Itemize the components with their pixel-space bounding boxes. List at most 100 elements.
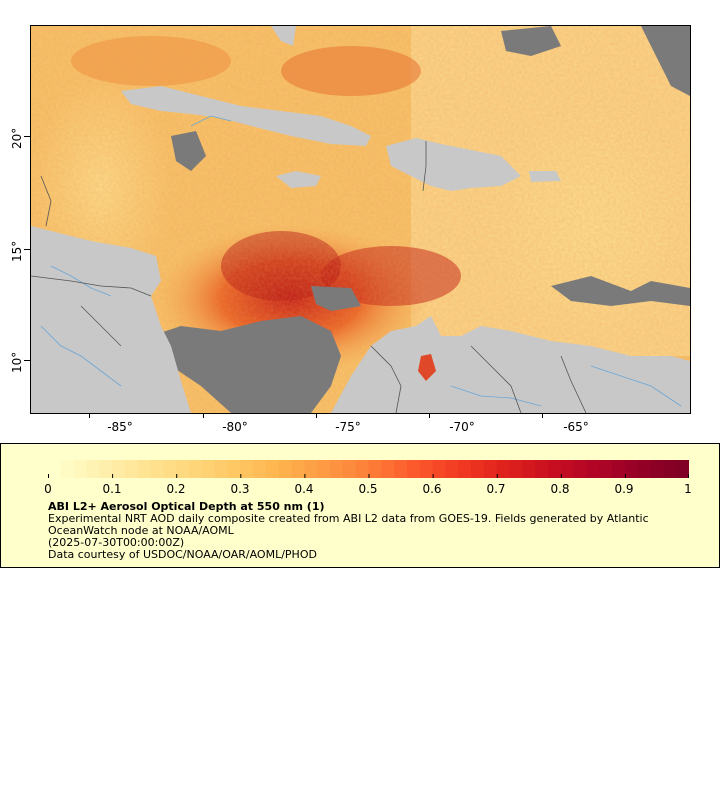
lon-label-65: -65°	[563, 420, 589, 434]
colorbar-label: 0.2	[166, 482, 186, 496]
colorbar-swatch	[432, 460, 447, 478]
land-florida	[271, 26, 296, 46]
lon-label-85: -85°	[107, 420, 133, 434]
colorbar-label: 0.8	[550, 482, 570, 496]
colorbar-label: 1	[684, 482, 692, 496]
colorbar-swatch	[637, 460, 652, 478]
lon-tick	[89, 413, 90, 418]
colorbar-swatch	[496, 460, 511, 478]
missing-data-area	[551, 276, 690, 306]
colorbar-swatch	[253, 460, 267, 478]
land-hispaniola	[386, 138, 521, 191]
colorbar-label: 0	[44, 482, 52, 496]
colorbar-swatch	[342, 460, 357, 478]
colorbar-swatch	[650, 460, 664, 478]
colorbar-swatch	[381, 460, 395, 478]
colorbar-swatch	[483, 460, 498, 478]
lon-label-80: -80°	[222, 420, 248, 434]
land-lake-maracaibo	[418, 354, 436, 381]
colorbar-swatch	[676, 460, 689, 478]
lat-label-10: 10°	[10, 351, 24, 373]
colorbar-swatch	[522, 460, 536, 478]
colorbar-swatch	[560, 460, 575, 478]
colorbar-swatch	[240, 460, 254, 478]
missing-data-area	[641, 26, 690, 96]
rivers	[40, 115, 682, 407]
colorbar-swatch	[124, 460, 139, 478]
colorbar-label: 0.6	[422, 482, 442, 496]
colorbar-swatch	[317, 460, 331, 478]
colorbar-swatch	[509, 460, 523, 478]
lat-tick	[24, 360, 30, 361]
lon-tick	[203, 413, 204, 418]
colorbar-swatch	[663, 460, 677, 478]
map-panel	[30, 25, 691, 414]
lat-label-15: 15°	[10, 240, 24, 262]
colorbar-swatch	[48, 460, 62, 478]
colorbar-swatch	[419, 460, 434, 478]
colorbar-swatch	[547, 460, 562, 478]
land-yucatan-central-america	[31, 226, 191, 413]
colorbar-swatch	[214, 460, 229, 478]
colorbar-swatch	[176, 460, 190, 478]
legend-title: ABI L2+ Aerosol Optical Depth at 550 nm …	[48, 500, 325, 513]
colorbar-swatch	[406, 460, 421, 478]
colorbar-swatch	[445, 460, 459, 478]
colorbar-swatch	[624, 460, 639, 478]
legend-text: ABI L2+ Aerosol Optical Depth at 550 nm …	[48, 501, 688, 561]
colorbar	[48, 460, 689, 478]
colorbar-swatch	[573, 460, 588, 478]
legend-panel: 0 0.1 0.2 0.3 0.4 0.5 0.6 0.7 0.8 0.9 1 …	[0, 443, 720, 568]
colorbar-swatch	[304, 460, 318, 478]
land-cuba	[121, 86, 371, 146]
colorbar-swatch	[227, 460, 241, 478]
borders	[31, 141, 587, 413]
colorbar-swatch	[458, 460, 472, 478]
lon-label-70: -70°	[449, 420, 475, 434]
land-puerto-rico	[529, 171, 561, 182]
colorbar-swatch	[599, 460, 613, 478]
colorbar-swatch	[291, 460, 305, 478]
missing-data-area	[311, 286, 361, 311]
lat-tick	[24, 136, 30, 137]
colorbar-swatch	[278, 460, 293, 478]
legend-description: Experimental NRT AOD daily composite cre…	[48, 512, 649, 537]
colorbar-swatch	[394, 460, 408, 478]
lat-label-20: 20°	[10, 127, 24, 149]
colorbar-swatch	[471, 460, 485, 478]
missing-data-area	[171, 131, 206, 171]
colorbar-swatch	[163, 460, 177, 478]
legend-date: (2025-07-30T00:00:00Z)	[48, 536, 185, 549]
colorbar-swatch	[586, 460, 600, 478]
colorbar-label: 0.4	[294, 482, 314, 496]
colorbar-label: 0.7	[486, 482, 506, 496]
missing-data-area	[501, 26, 561, 56]
colorbar-swatch	[99, 460, 113, 478]
lon-tick	[316, 413, 317, 418]
colorbar-swatch	[150, 460, 164, 478]
colorbar-label: 0.9	[614, 482, 634, 496]
colorbar-swatch	[60, 460, 75, 478]
colorbar-swatch	[86, 460, 100, 478]
lat-tick	[24, 249, 30, 250]
colorbar-label: 0.1	[102, 482, 122, 496]
missing-data-area	[151, 316, 341, 413]
lon-tick	[429, 413, 430, 418]
colorbar-swatch	[265, 460, 280, 478]
lon-tick	[542, 413, 543, 418]
colorbar-swatch	[535, 460, 549, 478]
colorbar-swatch	[612, 460, 626, 478]
colorbar-swatch	[189, 460, 203, 478]
colorbar-swatch	[330, 460, 344, 478]
legend-credit: Data courtesy of USDOC/NOAA/OAR/AOML/PHO…	[48, 548, 317, 561]
colorbar-swatch	[73, 460, 88, 478]
land-south-america	[331, 316, 690, 413]
colorbar-label: 0.3	[230, 482, 250, 496]
colorbar-label: 0.5	[358, 482, 378, 496]
colorbar-swatch	[355, 460, 370, 478]
colorbar-swatch	[137, 460, 152, 478]
colorbar-swatch	[368, 460, 382, 478]
aod-map	[31, 26, 690, 413]
land-jamaica	[276, 171, 321, 188]
colorbar-swatch	[201, 460, 216, 478]
